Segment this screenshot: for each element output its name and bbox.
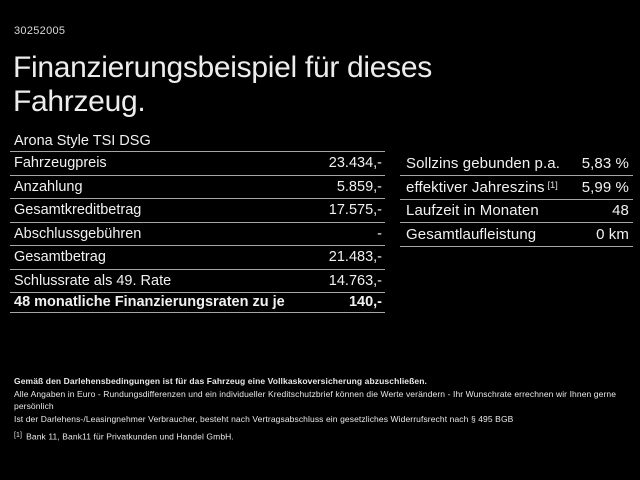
conditions-row-label: Sollzins gebunden p.a.: [406, 155, 560, 173]
conditions-row-value: 0 km: [596, 225, 629, 243]
finance-row-value: -: [377, 225, 382, 242]
finance-row-value: 21.483,-: [328, 249, 382, 266]
vehicle-model-row: Arona Style TSI DSG: [10, 130, 385, 152]
conditions-row-value: 5,99 %: [581, 178, 629, 196]
page-title: Finanzierungsbeispiel für dieses Fahrzeu…: [13, 51, 432, 118]
finance-row-label: Anzahlung: [14, 178, 83, 195]
footnote-text: Bank 11, Bank11 für Privatkunden und Han…: [26, 431, 234, 442]
conditions-row-nominal-interest: Sollzins gebunden p.a. 5,83 %: [400, 153, 633, 176]
fineprint-withdrawal-note: Ist der Darlehens-/Leasingnehmer Verbrau…: [14, 413, 514, 424]
finance-row-label: Gesamtkreditbetrag: [14, 202, 142, 219]
conditions-row-label: Laufzeit in Monaten: [406, 202, 539, 220]
conditions-row-term-months: Laufzeit in Monaten 48: [400, 200, 633, 223]
finance-row-label: Schlussrate als 49. Rate: [14, 272, 172, 289]
vehicle-model: Arona Style TSI DSG: [14, 132, 151, 149]
offer-reference-number: 30252005: [14, 25, 66, 37]
conditions-table: Sollzins gebunden p.a. 5,83 % effektiver…: [400, 153, 633, 247]
conditions-row-label-text: effektiver Jahreszins: [406, 178, 545, 196]
finance-row-value: 140,-: [348, 294, 382, 311]
page-title-line2: Fahrzeug.: [13, 84, 146, 118]
fineprint-insurance-note: Gemäß den Darlehensbedingungen ist für d…: [14, 376, 427, 386]
conditions-row-label: effektiver Jahreszins [1]: [406, 179, 558, 196]
finance-row-label: Gesamtbetrag: [14, 249, 106, 266]
fineprint-section: Gemäß den Darlehensbedingungen ist für d…: [14, 375, 629, 443]
conditions-row-value: 48: [612, 202, 629, 220]
footnote-marker: [1]: [547, 179, 558, 190]
finance-row-down-payment: Anzahlung 5.859,-: [10, 176, 385, 199]
finance-row-value: 17.575,-: [328, 202, 382, 219]
conditions-row-total-mileage: Gesamtlaufleistung 0 km: [400, 223, 633, 247]
finance-row-value: 5.859,-: [336, 178, 382, 195]
finance-row-closing-fees: Abschlussgebühren -: [10, 223, 385, 246]
footnote-marker: [1]: [14, 431, 23, 439]
finance-row-label: Abschlussgebühren: [14, 225, 142, 242]
finance-table: Arona Style TSI DSG Fahrzeugpreis 23.434…: [10, 130, 385, 313]
finance-row-label: 48 monatliche Finanzierungsraten zu je: [14, 294, 285, 311]
finance-row-vehicle-price: Fahrzeugpreis 23.434,-: [10, 152, 385, 176]
fineprint-disclaimer: Alle Angaben in Euro - Rundungsdifferenz…: [14, 388, 617, 412]
conditions-row-effective-interest: effektiver Jahreszins [1] 5,99 %: [400, 176, 633, 200]
finance-row-monthly-rate: 48 monatliche Finanzierungsraten zu je 1…: [10, 293, 385, 313]
conditions-row-label: Gesamtlaufleistung: [406, 225, 537, 243]
finance-row-label: Fahrzeugpreis: [14, 155, 107, 172]
conditions-row-value: 5,83 %: [581, 155, 629, 173]
finance-row-final-rate: Schlussrate als 49. Rate 14.763,-: [10, 270, 385, 293]
finance-row-total-amount: Gesamtbetrag 21.483,-: [10, 246, 385, 270]
finance-row-value: 14.763,-: [328, 272, 382, 289]
finance-row-value: 23.434,-: [328, 155, 382, 172]
page-title-line1: Finanzierungsbeispiel für dieses: [13, 51, 432, 84]
fineprint-bank-footnote: [1] Bank 11, Bank11 für Privatkunden und …: [14, 430, 629, 443]
finance-row-total-credit: Gesamtkreditbetrag 17.575,-: [10, 199, 385, 223]
